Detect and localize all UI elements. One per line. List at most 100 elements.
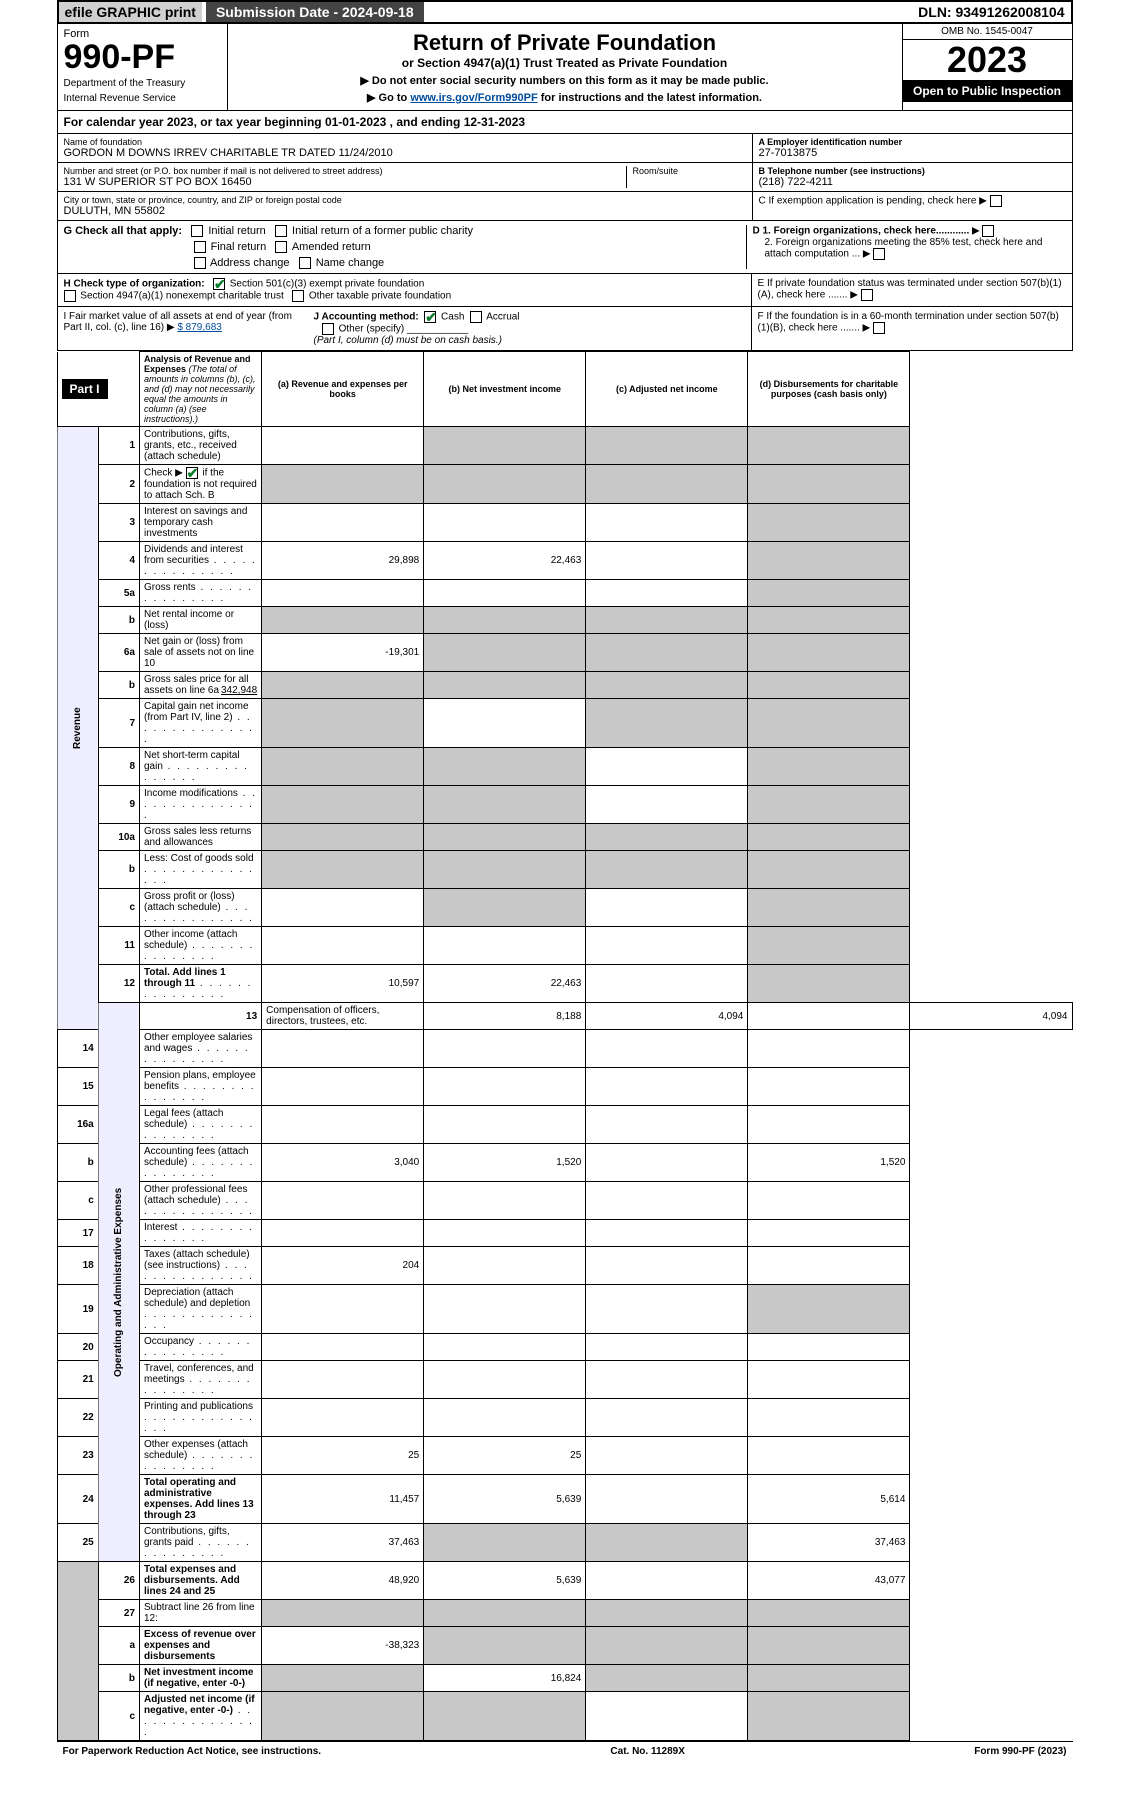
line-4-b: 22,463	[424, 542, 586, 580]
line-24-b: 5,639	[424, 1475, 586, 1524]
part1-header: Part I	[62, 379, 108, 399]
line-16a-desc: Legal fees (attach schedule)	[140, 1106, 262, 1144]
initial-former-checkbox[interactable]	[275, 225, 287, 237]
f-checkbox[interactable]	[873, 322, 885, 334]
g-label: G Check all that apply:	[64, 225, 183, 237]
line-26-a: 48,920	[262, 1562, 424, 1600]
goto-note: ▶ Go to www.irs.gov/Form990PF for instru…	[238, 91, 892, 104]
dln-label: DLN: 93491262008104	[912, 2, 1070, 22]
line-1-desc: Contributions, gifts, grants, etc., rece…	[140, 427, 262, 465]
line-24-d: 5,614	[748, 1475, 910, 1524]
calendar-year-row: For calendar year 2023, or tax year begi…	[57, 111, 1073, 134]
line-13-b: 4,094	[586, 1003, 748, 1030]
h-501c3-checkbox[interactable]	[213, 278, 225, 290]
line-13-desc: Compensation of officers, directors, tru…	[262, 1003, 424, 1030]
d2-checkbox[interactable]	[873, 248, 885, 260]
h-other-checkbox[interactable]	[292, 290, 304, 302]
form-subtitle: or Section 4947(a)(1) Trust Treated as P…	[238, 56, 892, 70]
year-begin: 01-01-2023	[325, 115, 386, 129]
line-24-desc: Total operating and administrative expen…	[140, 1475, 262, 1524]
line-13-d: 4,094	[910, 1003, 1072, 1030]
line-10b-desc: Less: Cost of goods sold	[140, 851, 262, 889]
line-25-desc: Contributions, gifts, grants paid	[140, 1524, 262, 1562]
c-checkbox[interactable]	[990, 195, 1002, 207]
form990pf-link[interactable]: www.irs.gov/Form990PF	[410, 92, 537, 104]
i-value[interactable]: $ 879,683	[177, 322, 222, 333]
tel-label: B Telephone number (see instructions)	[759, 166, 1066, 176]
d1-checkbox[interactable]	[982, 225, 994, 237]
line-20-desc: Occupancy	[140, 1334, 262, 1361]
line-9-desc: Income modifications	[140, 786, 262, 824]
line-12-a: 10,597	[262, 965, 424, 1003]
submission-date: Submission Date - 2024-09-18	[206, 2, 424, 22]
j-label: J Accounting method:	[314, 312, 419, 323]
footer-left: For Paperwork Reduction Act Notice, see …	[63, 1746, 322, 1757]
line-25-a: 37,463	[262, 1524, 424, 1562]
tax-year: 2023	[903, 40, 1072, 80]
line-21-desc: Travel, conferences, and meetings	[140, 1361, 262, 1399]
line-26-b: 5,639	[424, 1562, 586, 1600]
col-d-header: (d) Disbursements for charitable purpose…	[748, 352, 910, 427]
line-7-desc: Capital gain net income (from Part IV, l…	[140, 699, 262, 748]
line-23-a: 25	[262, 1437, 424, 1475]
h-4947-checkbox[interactable]	[64, 290, 76, 302]
line-23-b: 25	[424, 1437, 586, 1475]
e-checkbox[interactable]	[861, 289, 873, 301]
city-label: City or town, state or province, country…	[64, 195, 746, 205]
line-27b-desc: Net investment income (if negative, ente…	[140, 1665, 262, 1692]
line-27a-desc: Excess of revenue over expenses and disb…	[140, 1627, 262, 1665]
line-6b-val: 342,948	[221, 685, 257, 696]
j-note: (Part I, column (d) must be on cash basi…	[314, 335, 502, 346]
line-8-desc: Net short-term capital gain	[140, 748, 262, 786]
col-a-header: (a) Revenue and expenses per books	[262, 352, 424, 427]
top-bar: efile GRAPHIC print Submission Date - 20…	[57, 0, 1073, 24]
part1-table: Part I Analysis of Revenue and Expenses …	[57, 351, 1073, 1741]
line-15-desc: Pension plans, employee benefits	[140, 1068, 262, 1106]
line-16b-desc: Accounting fees (attach schedule)	[140, 1144, 262, 1182]
foundation-address: 131 W SUPERIOR ST PO BOX 16450	[64, 176, 626, 188]
foundation-city: DULUTH, MN 55802	[64, 205, 746, 217]
d1-label: D 1. Foreign organizations, check here..…	[753, 226, 970, 237]
ein-value: 27-7013875	[759, 147, 1066, 159]
ij-row: I Fair market value of all assets at end…	[57, 307, 1073, 351]
address-change-checkbox[interactable]	[194, 257, 206, 269]
j-cash-checkbox[interactable]	[424, 311, 436, 323]
line-3-desc: Interest on savings and temporary cash i…	[140, 504, 262, 542]
revenue-side-label: Revenue	[57, 427, 98, 1030]
line-25-d: 37,463	[748, 1524, 910, 1562]
e-label: E If private foundation status was termi…	[758, 278, 1062, 301]
line-5b-desc: Net rental income or (loss)	[140, 607, 262, 634]
line-13-a: 8,188	[424, 1003, 586, 1030]
addr-label: Number and street (or P.O. box number if…	[64, 166, 626, 176]
line-10a-desc: Gross sales less returns and allowances	[140, 824, 262, 851]
line-4-desc: Dividends and interest from securities	[140, 542, 262, 580]
open-inspection: Open to Public Inspection	[903, 80, 1072, 102]
h-label: H Check type of organization:	[64, 279, 205, 290]
dept-label: Department of the Treasury	[64, 78, 221, 89]
form-number: 990-PF	[64, 40, 221, 74]
col-c-header: (c) Adjusted net income	[586, 352, 748, 427]
year-end: 12-31-2023	[464, 115, 525, 129]
form-header: Form 990-PF Department of the Treasury I…	[57, 24, 1073, 111]
footer-right: Form 990-PF (2023)	[974, 1746, 1066, 1757]
page-footer: For Paperwork Reduction Act Notice, see …	[57, 1741, 1073, 1761]
expenses-side-label: Operating and Administrative Expenses	[98, 1003, 139, 1562]
d2-label: 2. Foreign organizations meeting the 85%…	[765, 237, 1043, 260]
line-6a-a: -19,301	[262, 634, 424, 672]
j-other-checkbox[interactable]	[322, 323, 334, 335]
final-return-checkbox[interactable]	[194, 241, 206, 253]
line-26-d: 43,077	[748, 1562, 910, 1600]
schb-checkbox[interactable]	[186, 467, 198, 479]
initial-return-checkbox[interactable]	[191, 225, 203, 237]
line-5a-desc: Gross rents	[140, 580, 262, 607]
line-16b-d: 1,520	[748, 1144, 910, 1182]
name-change-checkbox[interactable]	[299, 257, 311, 269]
line-12-b: 22,463	[424, 965, 586, 1003]
amended-return-checkbox[interactable]	[275, 241, 287, 253]
irs-label: Internal Revenue Service	[64, 93, 221, 104]
g-checks-row: G Check all that apply: Initial return I…	[57, 221, 1073, 274]
line-16b-b: 1,520	[424, 1144, 586, 1182]
j-accrual-checkbox[interactable]	[470, 311, 482, 323]
foundation-name: GORDON M DOWNS IRREV CHARITABLE TR DATED…	[64, 147, 746, 159]
line-2-desc: Check ▶ if the foundation is not require…	[140, 465, 262, 504]
